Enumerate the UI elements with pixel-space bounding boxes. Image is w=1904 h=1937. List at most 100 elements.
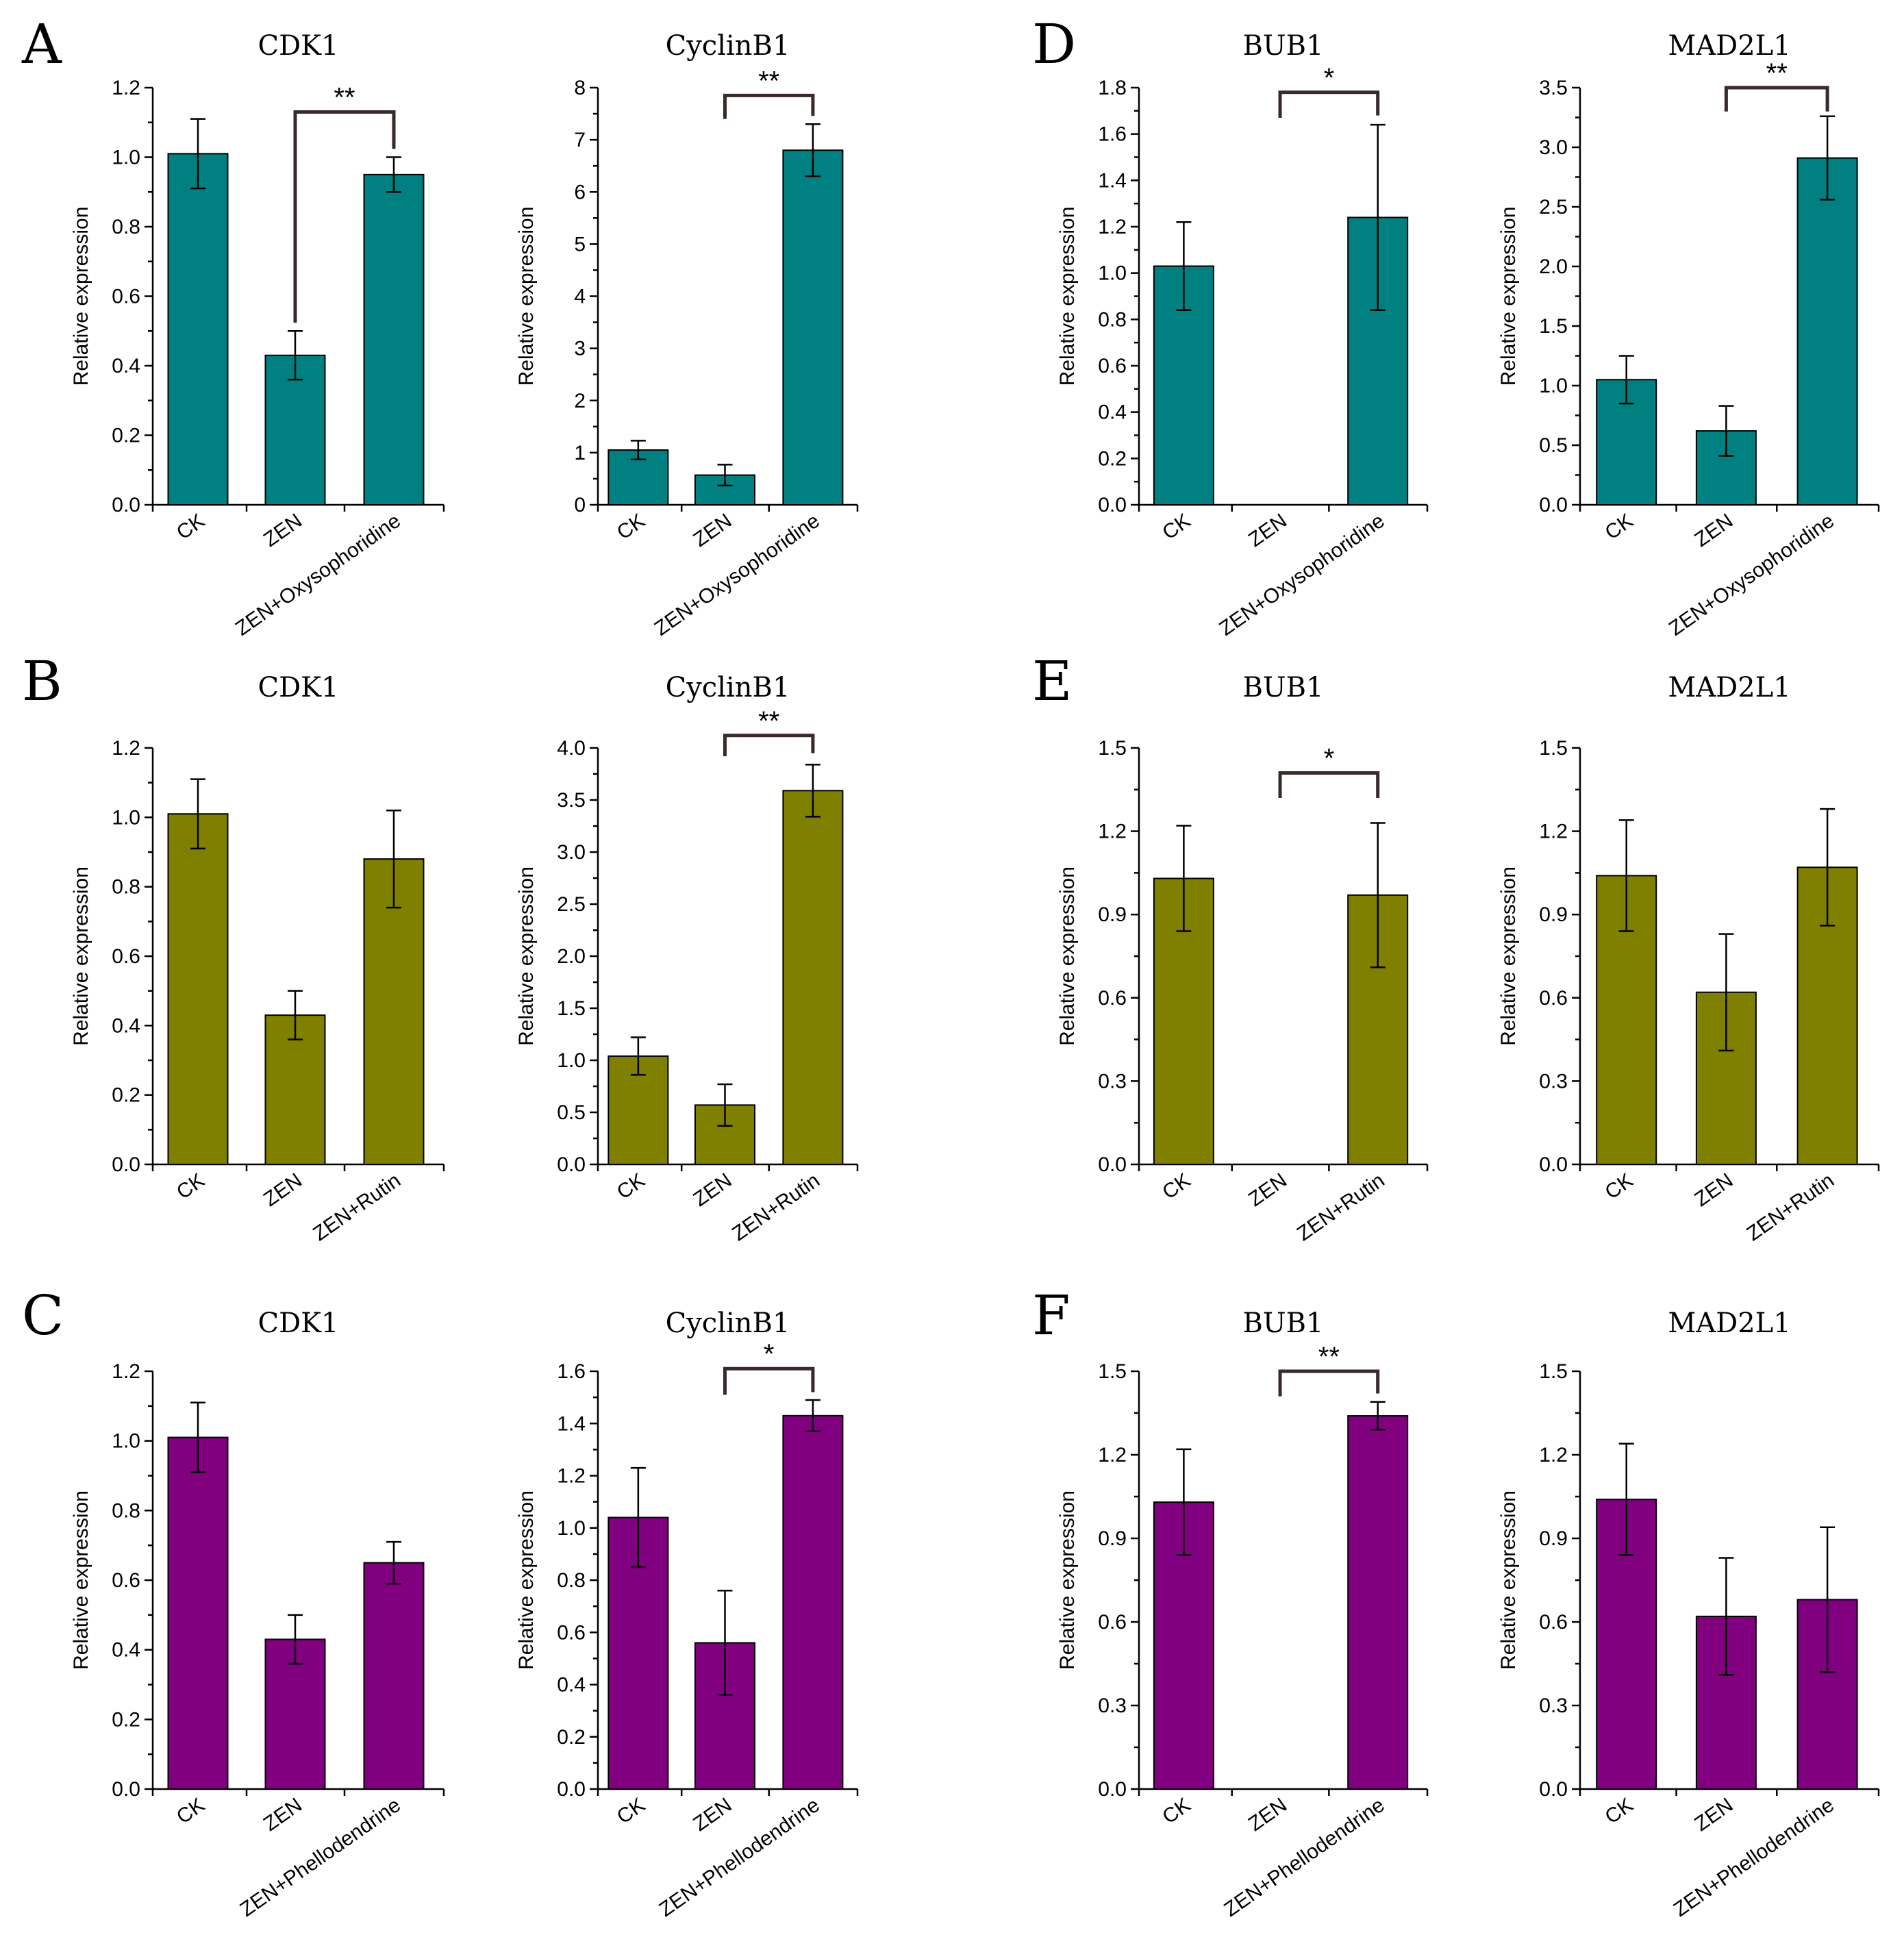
x-tick-label: ZEN+Oxysophoridine [231,510,405,640]
error-bar [717,464,733,487]
y-tick-label: 0.8 [1098,308,1127,331]
significance-label: * [764,1339,775,1369]
significance-bracket [1278,771,1380,798]
error-bar [1718,1557,1734,1676]
y-tick-label: 1.5 [1098,737,1127,760]
chart-title: CyclinB1 [666,30,790,62]
y-tick-label: 0.0 [557,1778,586,1801]
error-bar [1618,355,1634,405]
error-bar [190,1401,205,1473]
y-tick-label: 0.4 [112,355,140,377]
y-tick-label: 1.4 [557,1412,586,1435]
x-tick-label: CK [1158,1169,1194,1204]
chart-title: BUB1 [1243,30,1324,62]
x-tick-label: ZEN+Phellodendrine [655,1794,824,1921]
y-tick-label: 0.9 [1098,903,1127,926]
y-tick-label: 1.2 [1098,216,1127,238]
error-bar [190,778,205,850]
x-tick-label: CK [173,1169,209,1204]
y-tick-label: 0.3 [1539,1070,1568,1092]
y-tick-label: 2.5 [557,893,586,916]
y-tick-label: 1.8 [1098,77,1127,99]
y-tick-label: 0.8 [557,1569,586,1592]
significance-bracket [1278,90,1380,118]
y-tick-label: 0.0 [112,494,140,516]
y-axis-label: Relative expression [1056,1490,1079,1670]
chart-title: CDK1 [258,1308,338,1339]
y-tick-label: 0 [574,494,586,516]
y-axis-label: Relative expression [515,866,538,1046]
y-tick-label: 1.2 [557,1465,586,1488]
y-tick-label: 0.5 [1539,434,1568,457]
y-tick-label: 0.6 [1098,1611,1127,1634]
y-tick-label: 3.5 [557,789,586,812]
chart-title: MAD2L1 [1668,1308,1790,1339]
x-tick-label: ZEN [260,1794,306,1836]
x-tick-label: ZEN+Phellodendrine [1220,1794,1388,1921]
y-tick-label: 2.0 [1539,255,1568,278]
error-bar [386,809,401,909]
x-tick-label: ZEN+Phellodendrine [236,1794,405,1921]
x-tick-label: ZEN+Phellodendrine [1670,1794,1838,1921]
y-tick-label: 3.5 [1539,77,1568,99]
y-tick-label: 1.2 [112,1360,140,1383]
panel-label: C [22,1284,64,1347]
bar-zen [1695,991,1757,1166]
y-tick-label: 0.6 [112,945,140,968]
error-bar [1176,825,1192,932]
y-axis-label: Relative expression [1497,207,1520,386]
y-tick-label: 1.0 [112,1430,140,1453]
y-tick-label: 3 [574,338,586,360]
error-bar [805,123,821,177]
significance-bracket [723,93,815,119]
error-bar [288,990,303,1040]
y-tick-label: 0.0 [1098,494,1127,516]
y-tick-label: 1.2 [1539,1444,1568,1466]
x-tick-label: CK [1601,510,1638,545]
x-tick-label: ZEN [689,1794,736,1836]
x-tick-label: ZEN+Oxysophoridine [1216,510,1389,640]
y-tick-label: 0.6 [112,1569,140,1592]
y-tick-label: 0.4 [112,1014,140,1037]
chart-title: BUB1 [1243,1308,1324,1339]
significance-label: * [1324,743,1335,773]
y-tick-label: 0.9 [1539,1527,1568,1550]
y-axis-label: Relative expression [515,207,538,386]
chart-title: CyclinB1 [666,672,790,703]
y-tick-label: 1.2 [1098,1444,1127,1466]
error-bar [1820,1526,1836,1673]
y-tick-label: 0.0 [557,1153,586,1176]
y-tick-label: 4.0 [557,737,586,760]
y-tick-label: 5 [574,233,586,255]
x-tick-label: ZEN [260,510,306,551]
bar-zen-phellodendrine [1347,1415,1409,1790]
y-tick-label: 1.2 [112,77,140,99]
chart-title: CyclinB1 [666,1308,790,1339]
error-bar [386,1540,401,1585]
error-bar [386,156,401,193]
x-tick-label: ZEN+Oxysophoridine [1665,510,1838,640]
y-tick-label: 1.5 [557,997,586,1020]
x-tick-label: ZEN [260,1169,306,1211]
y-tick-label: 8 [574,77,586,99]
bar-zen-phellodendrine [782,1414,844,1790]
y-tick-label: 1.6 [557,1360,586,1383]
x-tick-label: CK [613,510,649,545]
chart-10: CyclinB1 Relative expression 0.0 0.2 0.4 0.6 0… [515,1308,859,1921]
chart-9: C CDK1 Relative expression 0.0 0.2 0.4 0.6 0.8 1… [22,1284,445,1921]
error-bar [1370,1401,1386,1431]
y-axis-label: Relative expression [1497,1490,1520,1670]
y-tick-label: 1.5 [1098,1360,1127,1383]
error-bar [630,1466,646,1569]
y-tick-label: 1.2 [1539,821,1568,843]
x-tick-label: ZEN [689,510,736,551]
significance-label: ** [334,83,355,113]
significance-label: ** [758,66,779,96]
x-tick-label: CK [173,510,209,545]
x-tick-label: ZEN [1690,510,1737,551]
y-tick-label: 0.8 [112,216,140,238]
x-tick-label: ZEN [1690,1794,1737,1836]
error-bar [1820,115,1836,201]
